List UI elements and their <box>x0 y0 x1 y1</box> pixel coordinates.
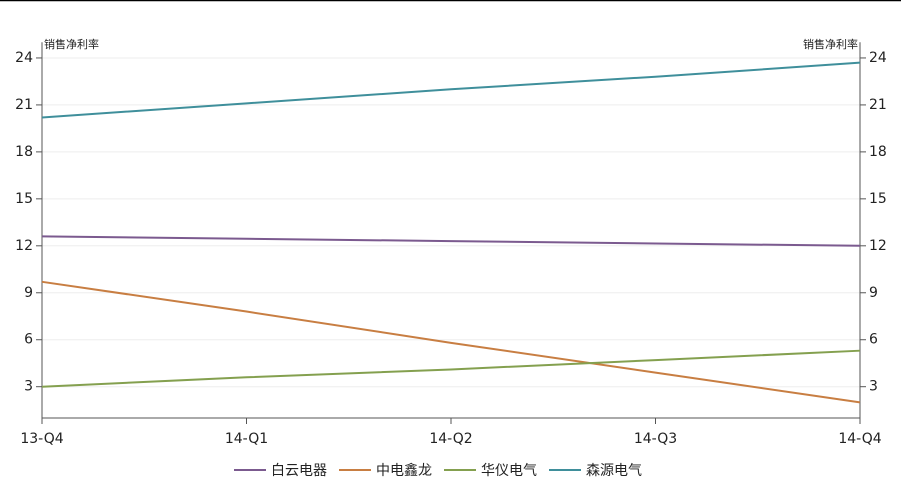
series-line <box>41 280 861 404</box>
x-tick-label: 14-Q4 <box>838 431 881 447</box>
y2-tick-label: 15 <box>869 191 887 207</box>
y-tick-label: 15 <box>15 191 33 207</box>
y-tick-label: 24 <box>15 50 33 66</box>
y-tick-label: 12 <box>15 238 33 254</box>
x-tick-label: 13-Q4 <box>20 431 63 447</box>
legend-label: 中电鑫龙 <box>376 462 432 479</box>
series-line <box>41 235 861 247</box>
x-tick-label: 14-Q2 <box>429 431 472 447</box>
y-tick-label: 9 <box>24 285 33 301</box>
x-tick-label: 14-Q1 <box>225 431 268 447</box>
legend-label: 白云电器 <box>271 463 327 479</box>
y-tick-label: 6 <box>24 332 33 348</box>
x-tick-label: 14-Q3 <box>634 431 677 447</box>
y2-tick-label: 12 <box>869 238 887 254</box>
y-tick-label: 21 <box>15 97 33 113</box>
y-tick-label: 18 <box>15 144 33 160</box>
series-line <box>41 349 861 388</box>
legend-label: 森源电气 <box>586 463 642 479</box>
y2-axis-label: 销售净利率 <box>803 37 858 51</box>
y-tick-label: 3 <box>24 379 33 395</box>
y2-tick-label: 6 <box>869 332 878 348</box>
series-line <box>41 61 861 119</box>
y2-tick-label: 24 <box>869 50 887 66</box>
legend-label: 华仪电气 <box>481 463 537 479</box>
y2-tick-label: 21 <box>869 97 887 113</box>
y-axis-label: 销售净利率 <box>44 37 99 51</box>
y2-tick-label: 3 <box>869 379 878 395</box>
y2-tick-label: 18 <box>869 144 887 160</box>
y2-tick-label: 9 <box>869 285 878 301</box>
